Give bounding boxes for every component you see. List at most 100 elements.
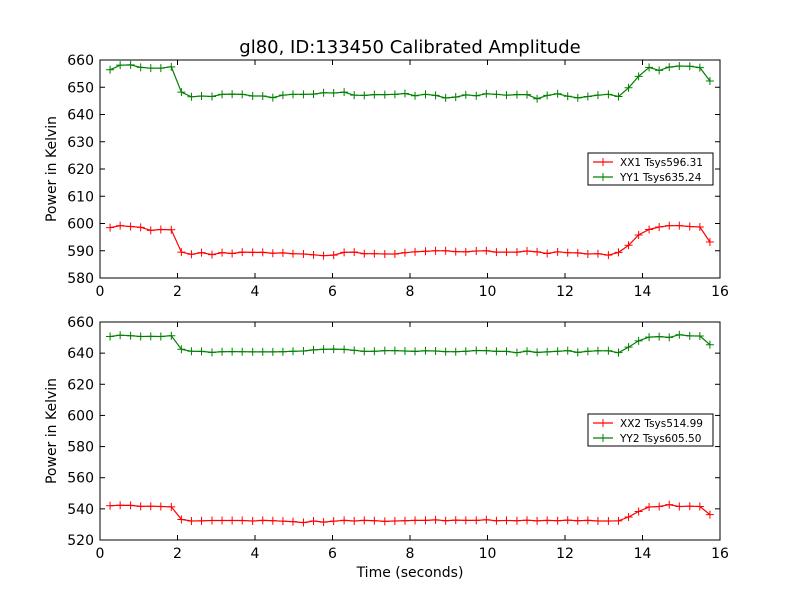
x-tick-label: 2 (173, 284, 182, 300)
data-point-marker (482, 246, 491, 255)
data-point-marker (583, 250, 592, 259)
data-point-marker (492, 90, 501, 99)
data-point-marker (431, 246, 440, 255)
data-point-marker (523, 90, 532, 99)
legend-marker (599, 434, 607, 442)
data-point-marker (685, 62, 694, 71)
data-point-marker (319, 345, 328, 354)
data-point-marker (207, 92, 216, 101)
data-point-marker (370, 516, 379, 525)
data-point-marker (116, 331, 125, 340)
data-point-marker (502, 347, 511, 356)
data-point-marker (512, 90, 521, 99)
legend-label: YY1 Tsys635.24 (619, 172, 702, 184)
data-point-marker (258, 91, 267, 100)
x-tick-label: 10 (479, 546, 497, 562)
data-point-marker (492, 516, 501, 525)
data-point-marker (329, 517, 338, 526)
y-tick-label: 660 (67, 315, 94, 331)
data-point-marker (563, 248, 572, 257)
y-tick-label: 620 (67, 162, 94, 178)
data-point-marker (461, 247, 470, 256)
data-point-marker (472, 516, 481, 525)
data-point-marker (177, 345, 186, 354)
data-point-marker (390, 517, 399, 526)
y-tick-label: 640 (67, 108, 94, 124)
data-point-marker (238, 516, 247, 525)
y-tick-label: 660 (67, 53, 94, 69)
data-point-marker (340, 345, 349, 354)
data-point-marker (523, 247, 532, 256)
data-point-marker (116, 221, 125, 230)
x-tick-label: 4 (251, 546, 260, 562)
data-point-marker (685, 502, 694, 511)
data-point-marker (502, 516, 511, 525)
data-point-marker (705, 238, 714, 247)
data-point-marker (634, 336, 643, 345)
data-point-marker (258, 248, 267, 257)
data-point-marker (278, 347, 287, 356)
data-point-marker (685, 222, 694, 231)
plot-panel-2: 0 2 4 6 8 10 12 14 16 520 540 560 580 600 620 640 660 Pow… (44, 315, 729, 581)
y-tick-label: 620 (67, 377, 94, 393)
data-point-marker (563, 92, 572, 101)
data-point-marker (228, 90, 237, 99)
data-point-marker (695, 332, 704, 341)
data-point-marker (593, 346, 602, 355)
legend-label: XX2 Tsys514.99 (620, 418, 703, 430)
data-point-marker (360, 347, 369, 356)
data-point-marker (299, 518, 308, 527)
data-point-marker (573, 348, 582, 357)
data-point-marker (461, 90, 470, 99)
data-point-marker (411, 247, 420, 256)
data-point-marker (106, 501, 115, 510)
data-point-marker (248, 248, 257, 257)
data-point-marker (604, 517, 613, 526)
data-point-marker (624, 83, 633, 92)
data-point-marker (309, 517, 318, 526)
y-tick-label: 600 (67, 217, 94, 233)
data-point-marker (146, 226, 155, 235)
data-point-marker (238, 347, 247, 356)
data-point-marker (177, 88, 186, 97)
data-point-marker (218, 516, 227, 525)
data-point-marker (218, 248, 227, 257)
x-tick-label: 4 (251, 284, 260, 300)
data-point-marker (645, 502, 654, 511)
data-point-marker (350, 91, 359, 100)
data-point-marker (563, 516, 572, 525)
data-point-marker (583, 516, 592, 525)
legend-label: YY2 Tsys605.50 (619, 433, 701, 445)
data-point-marker (604, 90, 613, 99)
data-point-marker (197, 248, 206, 257)
data-point-marker (309, 90, 318, 99)
data-point-marker (695, 502, 704, 511)
legend-marker (599, 173, 607, 181)
data-point-marker (512, 248, 521, 257)
data-point-marker (126, 222, 135, 231)
data-point-marker (411, 347, 420, 356)
data-point-marker (228, 249, 237, 258)
data-point-marker (492, 347, 501, 356)
data-point-marker (553, 89, 562, 98)
figure-title: gl80, ID:133450 Calibrated Amplitude (239, 37, 580, 58)
data-point-marker (614, 248, 623, 257)
data-point-marker (126, 501, 135, 510)
data-point-marker (411, 91, 420, 100)
x-tick-label: 2 (173, 546, 182, 562)
data-point-marker (248, 91, 257, 100)
data-point-marker (329, 251, 338, 260)
data-point-marker (116, 501, 125, 510)
data-point-marker (675, 502, 684, 511)
data-point-marker (400, 516, 409, 525)
data-point-marker (431, 91, 440, 100)
data-point-marker (451, 347, 460, 356)
data-point-marker (238, 90, 247, 99)
data-point-marker (187, 347, 196, 356)
data-point-marker (329, 88, 338, 97)
data-point-marker (583, 347, 592, 356)
data-point-marker (268, 93, 277, 102)
x-tick-label: 12 (556, 546, 574, 562)
